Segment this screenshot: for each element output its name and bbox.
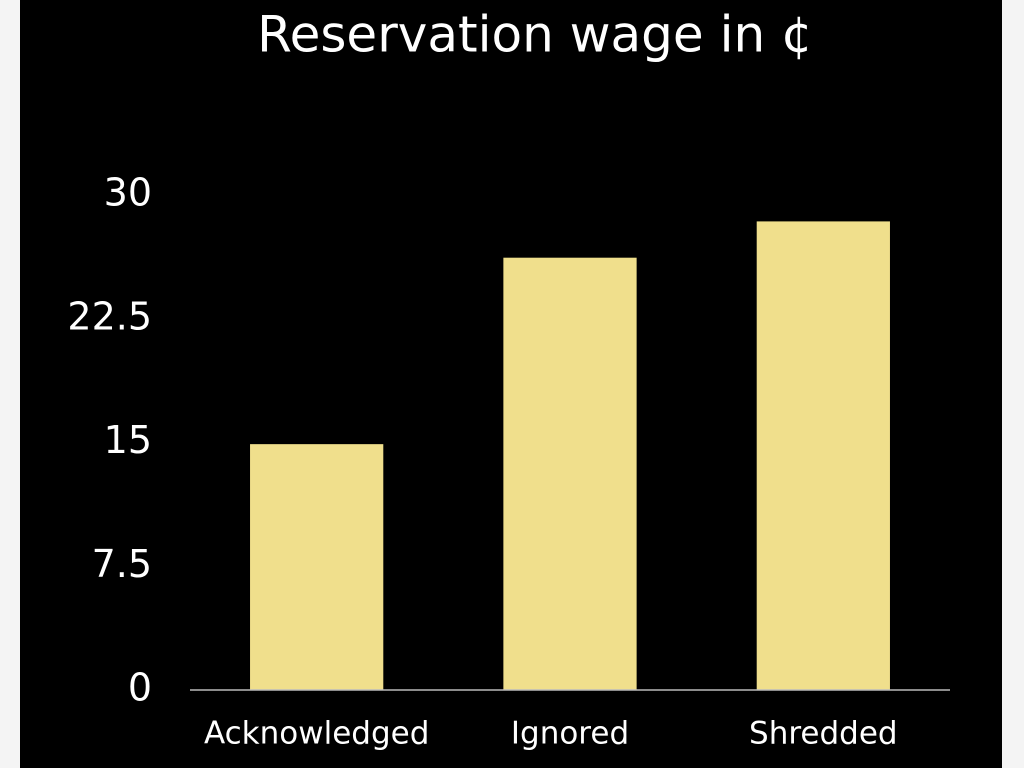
- y-tick-label: 30: [104, 171, 152, 215]
- chart-title: Reservation wage in ¢: [257, 6, 813, 64]
- x-tick-label: Ignored: [511, 716, 629, 752]
- x-tick-label: Shredded: [749, 716, 898, 752]
- x-tick-label: Acknowledged: [204, 716, 429, 752]
- y-tick-label: 0: [128, 666, 152, 710]
- bar: [756, 221, 890, 690]
- y-tick-label: 22.5: [67, 294, 152, 338]
- bar: [503, 257, 637, 690]
- y-tick-label: 7.5: [92, 542, 152, 586]
- y-tick-label: 15: [104, 418, 152, 462]
- bar: [250, 444, 384, 690]
